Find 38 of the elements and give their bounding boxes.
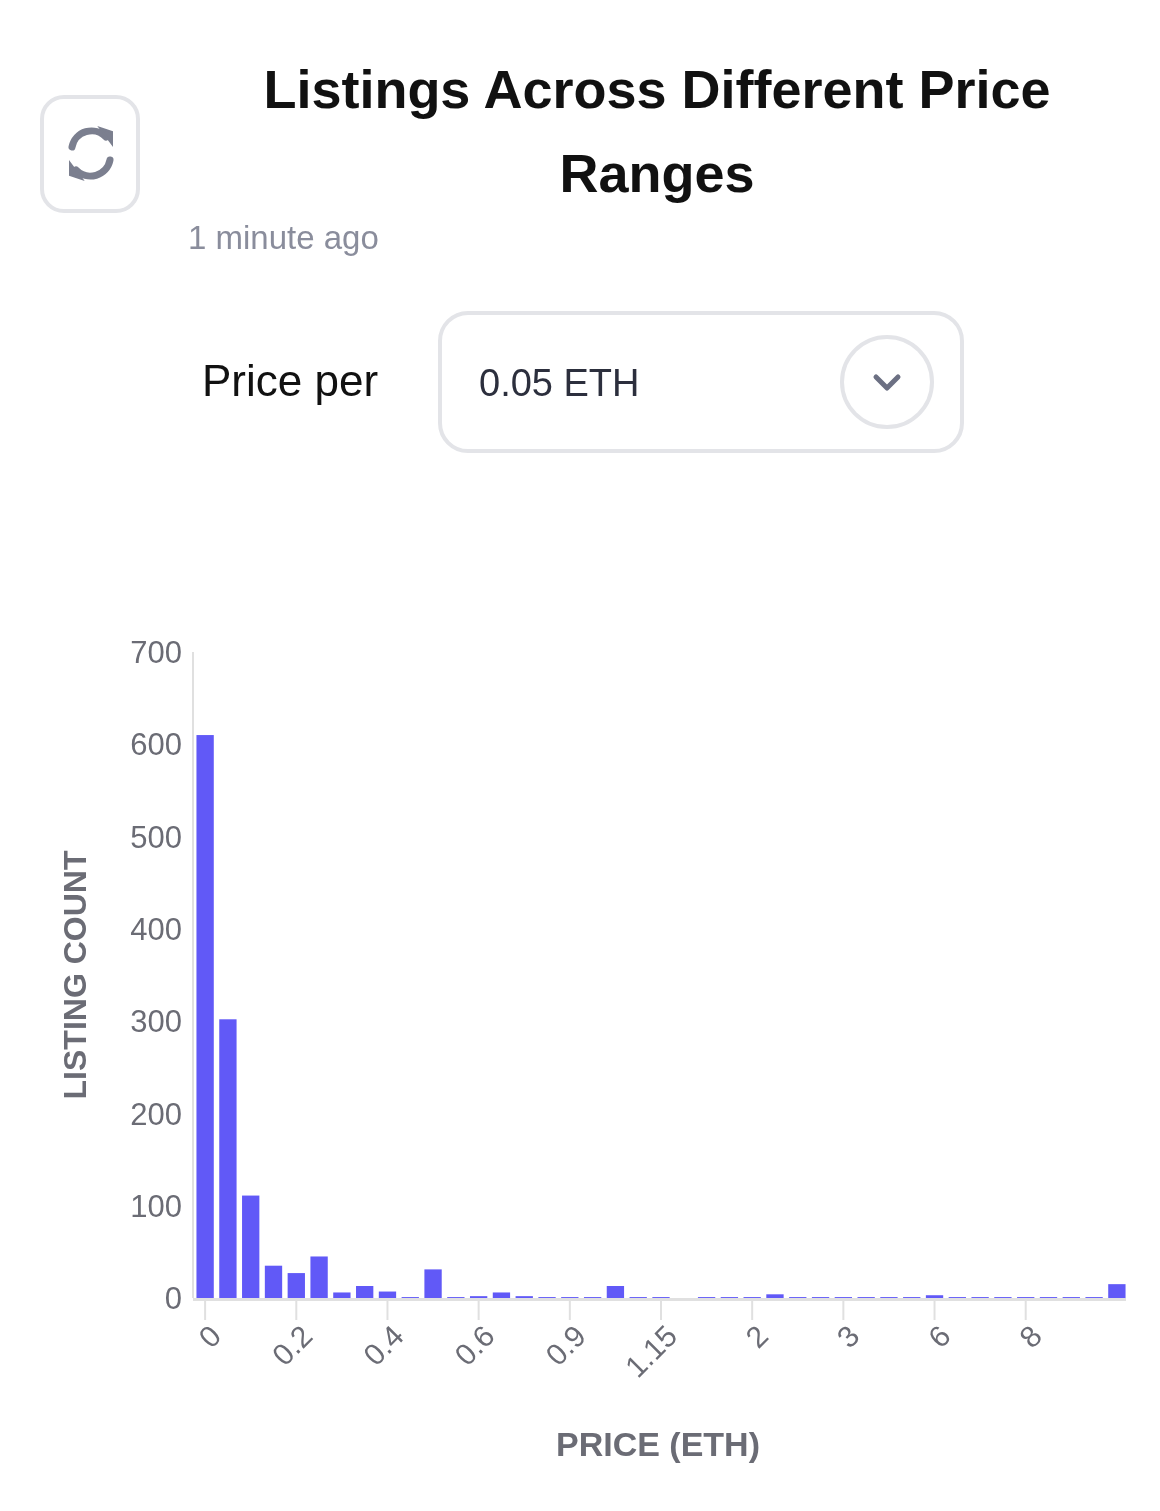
bar (310, 1256, 328, 1298)
bar (766, 1294, 784, 1298)
bar (356, 1286, 374, 1298)
y-tick-label: 700 (130, 635, 182, 671)
x-tick-label: 6 (921, 1318, 957, 1355)
chart-title: Listings Across Different Price Ranges (263, 59, 1051, 203)
y-tick-label: 600 (130, 727, 182, 763)
x-tick-label: 3 (830, 1318, 866, 1355)
chart-subtitle: 1 minute ago (188, 219, 379, 256)
bar (333, 1292, 351, 1298)
x-tick-label: 2 (739, 1318, 775, 1355)
y-tick-label: 100 (130, 1188, 182, 1224)
y-tick-label: 200 (130, 1096, 182, 1132)
y-tick-label: 0 (164, 1281, 182, 1317)
text: 0.05 ETH (479, 362, 640, 404)
y-tick-label: 500 (130, 819, 182, 855)
x-tick-label: 0.6 (448, 1318, 501, 1372)
bar (196, 735, 214, 1298)
y-tick-label: 400 (130, 912, 182, 948)
y-tick-label: 300 (130, 1004, 182, 1040)
x-tick-label: 0.2 (265, 1318, 319, 1372)
bar (492, 1292, 511, 1298)
y-axis-title: LISTING COUNT (57, 850, 93, 1100)
bar (219, 1019, 237, 1298)
x-tick-label: 8 (1012, 1318, 1048, 1355)
bar (925, 1295, 944, 1298)
bar (606, 1286, 625, 1298)
x-tick-label: 0.4 (356, 1318, 410, 1372)
x-axis-title: PRICE (ETH) (556, 1425, 760, 1463)
bar (378, 1291, 397, 1298)
x-tick-label: 0 (192, 1318, 228, 1355)
bar (1108, 1284, 1126, 1298)
bar (242, 1195, 260, 1298)
bar (264, 1265, 283, 1298)
bar (424, 1269, 442, 1298)
bar (287, 1273, 305, 1298)
text: Price per (202, 356, 379, 405)
x-tick-label: 0.9 (539, 1318, 593, 1372)
